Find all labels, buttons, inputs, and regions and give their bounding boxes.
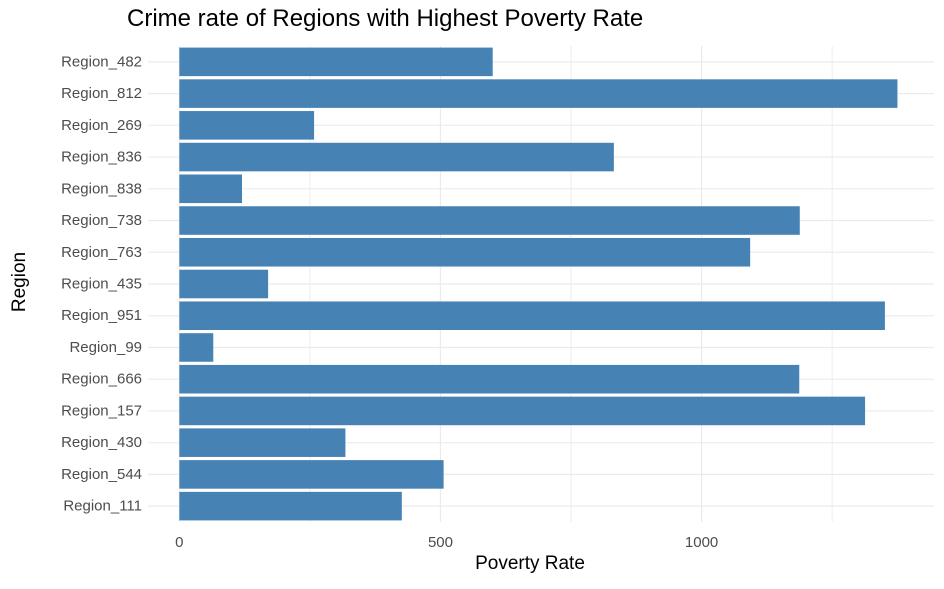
- y-tick-label: Region_544: [61, 466, 142, 483]
- bar: [179, 491, 402, 521]
- y-axis-label: Region: [9, 251, 30, 313]
- bar: [179, 333, 214, 362]
- y-tick-label: Region_838: [61, 180, 142, 197]
- bar: [179, 237, 751, 267]
- y-tick-label: Region_763: [61, 244, 142, 261]
- bar: [179, 428, 346, 457]
- y-tick-label: Region_111: [63, 498, 142, 515]
- y-tick-label: Region_430: [61, 434, 142, 451]
- chart-title: Crime rate of Regions with Highest Pover…: [127, 5, 644, 32]
- y-tick-label: Region_157: [61, 402, 142, 419]
- bar: [179, 174, 243, 204]
- x-tick-label: 0: [175, 534, 183, 551]
- bar: [179, 301, 885, 331]
- x-tick-label: 500: [428, 534, 453, 551]
- y-tick-label: Region_435: [61, 276, 142, 293]
- x-tick-labels: 0 500 1000: [175, 534, 718, 551]
- bar: [179, 142, 614, 172]
- y-tick-label: Region_951: [61, 307, 142, 324]
- y-tick-label: Region_666: [61, 371, 142, 388]
- y-tick-label: Region_738: [61, 212, 142, 229]
- y-tick-label: Region_836: [61, 149, 142, 166]
- x-tick-label: 1000: [685, 534, 718, 551]
- x-axis-label: Poverty Rate: [475, 553, 585, 574]
- bar: [179, 111, 315, 140]
- y-tick-label: Region_99: [69, 339, 142, 356]
- y-tick-labels: Region_482 Region_812 Region_269 Region_836…: [61, 53, 142, 514]
- bar: [179, 396, 866, 426]
- bar: [179, 364, 800, 394]
- bar: [179, 79, 898, 108]
- bar: [179, 269, 269, 299]
- bars: [179, 47, 898, 521]
- y-tick-label: Region_482: [61, 53, 142, 70]
- bar: [179, 206, 800, 235]
- y-tick-label: Region_269: [61, 117, 142, 134]
- bar: [179, 460, 444, 489]
- bar: [179, 47, 493, 77]
- y-tick-label: Region_812: [61, 85, 142, 102]
